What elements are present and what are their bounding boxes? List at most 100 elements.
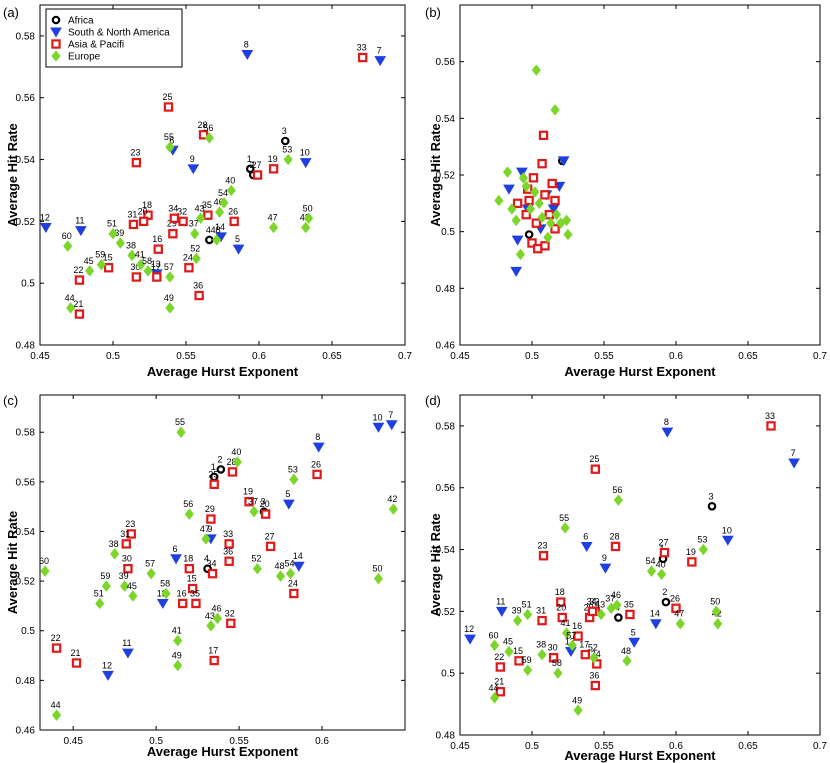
asia-pacifi-point (573, 631, 583, 641)
point-label: 59 (522, 655, 532, 665)
asia-pacifi-point (169, 213, 180, 223)
asia-pacifi-point (544, 209, 554, 220)
legend-entry: Asia & Pacifi (68, 40, 124, 51)
point-label: 4 (206, 225, 211, 235)
south-north-america-point (599, 563, 612, 574)
asia-pacifi-point (528, 173, 539, 183)
x-axis-title: Average Hurst Exponent (147, 364, 299, 379)
point-label: 29 (167, 219, 177, 229)
x-tick-label: 0.5 (149, 736, 163, 747)
point-label: 34 (168, 203, 178, 213)
asia-pacifi-point (74, 275, 85, 285)
point-label: 19 (243, 487, 253, 497)
point-label: 7 (791, 448, 796, 458)
legend-marker-asia (51, 39, 61, 49)
point-label: 15 (187, 574, 197, 584)
point-label: 18 (183, 554, 193, 564)
point-label: 12 (102, 660, 112, 670)
point-label: 27 (252, 160, 262, 170)
asia-pacifi-point (610, 541, 621, 552)
europe-point (657, 568, 667, 581)
point-label: 60 (489, 630, 499, 640)
y-tick-label: 0.58 (16, 31, 36, 42)
point-label: 38 (109, 539, 119, 549)
point-label: 31 (127, 209, 137, 219)
point-label: 26 (311, 459, 321, 469)
point-label: 4 (204, 554, 209, 564)
point-label: 14 (215, 222, 225, 232)
point-label: 52 (190, 243, 200, 253)
point-label: 20 (260, 499, 270, 509)
point-label: 36 (589, 671, 599, 681)
asia-pacifi-point (537, 158, 547, 169)
point-label: 59 (100, 571, 110, 581)
asia-pacifi-point (224, 539, 234, 549)
asia-pacifi-point (252, 170, 263, 180)
asia-pacifi-point (538, 551, 549, 561)
europe-point (110, 548, 120, 560)
point-label: 33 (357, 43, 367, 53)
legend-entry: Africa (68, 16, 94, 27)
point-label: 24 (591, 649, 601, 659)
point-label: 36 (223, 546, 233, 556)
asia-pacifi-point (224, 556, 234, 566)
point-label: 11 (122, 638, 131, 648)
point-label: 46 (611, 590, 621, 600)
point-label: 28 (198, 120, 208, 130)
africa-point (707, 501, 717, 511)
x-tick-label: 0.55 (594, 351, 614, 362)
point-label: 7 (377, 46, 382, 56)
point-label: 25 (162, 92, 172, 102)
asia-pacifi-point (128, 219, 139, 230)
point-label: 27 (658, 538, 668, 548)
asia-pacifi-point (121, 539, 131, 549)
point-label: 19 (268, 154, 278, 164)
point-label: 44 (65, 293, 75, 303)
y-tick-label: 0.5 (441, 227, 455, 238)
y-tick-label: 0.54 (16, 527, 36, 538)
x-tick-label: 0.55 (229, 736, 249, 747)
asia-pacifi-point (289, 588, 299, 599)
asia-pacifi-point (495, 687, 506, 697)
plot-area (459, 4, 821, 346)
asia-pacifi-point (538, 130, 549, 141)
asia-pacifi-point (177, 598, 188, 609)
asia-pacifi-point (556, 597, 566, 607)
south-north-america-point (75, 226, 87, 237)
asia-pacifi-point (194, 290, 204, 301)
europe-point (219, 197, 229, 209)
y-tick-label: 0.56 (16, 477, 36, 488)
europe-point (66, 302, 76, 314)
europe-point (530, 186, 540, 198)
south-north-america-point (39, 223, 52, 234)
europe-point (523, 608, 533, 621)
asia-pacifi-point (74, 309, 85, 319)
europe-point (537, 211, 547, 224)
europe-point (165, 271, 175, 283)
point-label: 26 (670, 593, 680, 603)
point-label: 40 (231, 447, 241, 457)
point-label: 35 (190, 588, 200, 598)
point-label: 5 (235, 234, 240, 244)
x-tick-label: 0.6 (669, 741, 683, 752)
point-label: 39 (119, 571, 129, 581)
point-label: 8 (244, 39, 249, 49)
point-label: 32 (589, 596, 599, 606)
point-label: 35 (624, 599, 634, 609)
x-axis-title: Average Hurst Exponent (564, 364, 716, 379)
legend-entry: Europe (68, 52, 101, 63)
asia-pacifi-point (203, 210, 213, 220)
asia-pacifi-point (548, 653, 559, 663)
point-label: 55 (164, 132, 174, 142)
asia-pacifi-point (138, 216, 149, 227)
point-label: 32 (177, 206, 187, 216)
europe-point (504, 645, 514, 658)
point-label: 41 (561, 618, 571, 628)
asia-pacifi-point (209, 479, 219, 490)
point-label: 29 (205, 504, 215, 514)
point-label: 3 (260, 497, 265, 507)
europe-point (613, 494, 623, 506)
y-tick-label: 0.5 (21, 279, 35, 290)
asia-pacifi-point (587, 606, 598, 617)
